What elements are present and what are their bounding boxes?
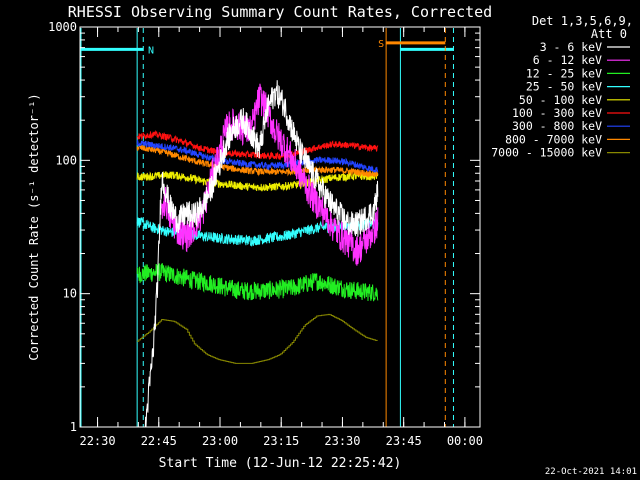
flag-n-label: N <box>148 45 154 56</box>
detector-info: Det 1,3,5,6,9, <box>532 14 633 28</box>
x-tick-label: 23:15 <box>263 434 299 448</box>
axis-layer: 1 10 100 1000 22:30 22:45 23:00 23:15 23:30 23:45… <box>48 20 483 448</box>
chart-title: RHESSI Observing Summary Count Rates, Co… <box>68 3 492 21</box>
attenuator-info: Att 0 <box>591 27 627 41</box>
y-tick-label: 100 <box>55 153 77 167</box>
x-tick-label: 00:00 <box>447 434 483 448</box>
series-800-7000-kev <box>136 143 379 179</box>
x-tick-label: 23:30 <box>324 434 360 448</box>
series-12-25-kev <box>136 263 379 302</box>
series-300-800-kev <box>136 139 379 173</box>
legend-label: 3 - 6 keV <box>540 40 602 54</box>
legend-label: 12 - 25 keV <box>526 66 602 80</box>
timestamp: 22-Oct-2021 14:01 <box>545 467 637 477</box>
y-tick-label: 1 <box>70 420 77 434</box>
series-7000-15000-kev <box>137 313 378 364</box>
x-axis-label: Start Time (12-Jun-12 22:25:42) <box>159 456 402 471</box>
legend-label: 800 - 7000 keV <box>505 132 602 146</box>
flag-layer: NS <box>80 28 454 427</box>
series-3-6-kev <box>144 80 379 428</box>
legend-label: 50 - 100 keV <box>519 93 602 107</box>
x-tick-label: 22:45 <box>141 434 177 448</box>
legend-label: 100 - 300 keV <box>512 106 602 120</box>
x-tick-label: 23:00 <box>202 434 238 448</box>
flag-s-label: S <box>378 39 384 50</box>
series-50-100-kev <box>136 171 379 192</box>
legend-label: 7000 - 15000 keV <box>491 146 602 160</box>
legend-label: 6 - 12 keV <box>533 53 602 67</box>
plot-frame <box>79 26 481 428</box>
series-layer <box>136 80 379 428</box>
y-axis-label: Corrected Count Rate (s⁻¹ detector⁻¹) <box>27 93 41 360</box>
x-tick-label: 22:30 <box>79 434 115 448</box>
legend-label: 25 - 50 keV <box>526 80 602 94</box>
y-tick-label: 1000 <box>48 20 77 34</box>
y-tick-label: 10 <box>63 287 77 301</box>
x-tick-label: 23:45 <box>386 434 422 448</box>
legend-label: 300 - 800 keV <box>512 119 602 133</box>
